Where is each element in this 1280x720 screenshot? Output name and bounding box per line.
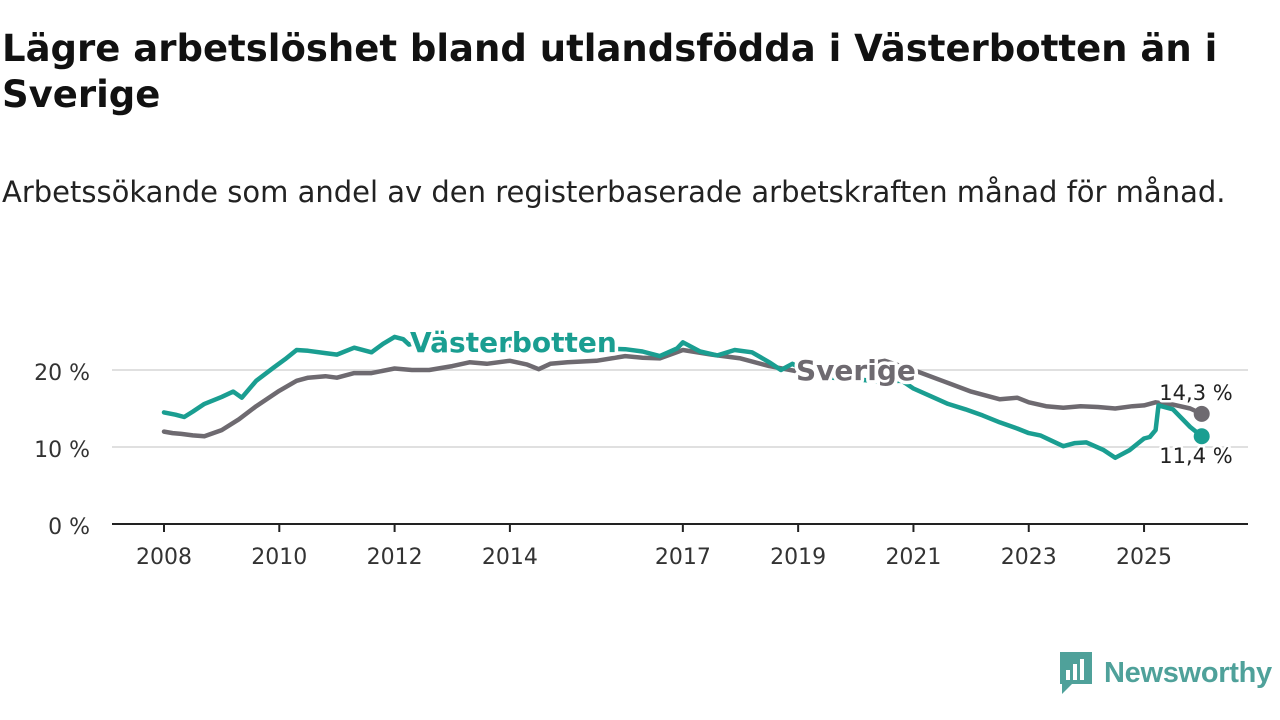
y-tick-label: 10 % bbox=[34, 438, 90, 463]
newsworthy-logo: Newsworthy bbox=[1058, 650, 1272, 696]
chart-title: Lägre arbetslöshet bland utlandsfödda i … bbox=[2, 27, 1218, 116]
x-tick-label: 2008 bbox=[136, 545, 192, 570]
brand-name: Newsworthy bbox=[1104, 656, 1272, 689]
x-tick-label: 2021 bbox=[885, 545, 941, 570]
end-value-label-vasterbotten: 11,4 % bbox=[1159, 444, 1232, 468]
x-tick-label: 2023 bbox=[1001, 545, 1057, 570]
series-label-vasterbotten: Västerbotten bbox=[410, 326, 617, 359]
y-tick-label: 20 % bbox=[34, 361, 90, 386]
end-value-label-sverige: 14,3 % bbox=[1159, 381, 1232, 405]
chart-subtitle: Arbetssökande som andel av den registerb… bbox=[2, 175, 1226, 209]
x-tick-label: 2017 bbox=[655, 545, 711, 570]
end-marker bbox=[1193, 405, 1210, 422]
y-tick-label: 0 % bbox=[48, 515, 90, 540]
x-tick-label: 2012 bbox=[367, 545, 423, 570]
series-line-sverige bbox=[161, 347, 1204, 439]
x-tick-label: 2025 bbox=[1116, 545, 1172, 570]
x-tick-label: 2014 bbox=[482, 545, 538, 570]
series-line-v-sterbotten bbox=[161, 334, 1204, 461]
newsworthy-logo-icon bbox=[1060, 652, 1092, 694]
x-tick-label: 2010 bbox=[251, 545, 307, 570]
x-tick-label: 2019 bbox=[770, 545, 826, 570]
end-marker bbox=[1193, 428, 1210, 445]
series-label-sverige: Sverige bbox=[796, 354, 916, 387]
